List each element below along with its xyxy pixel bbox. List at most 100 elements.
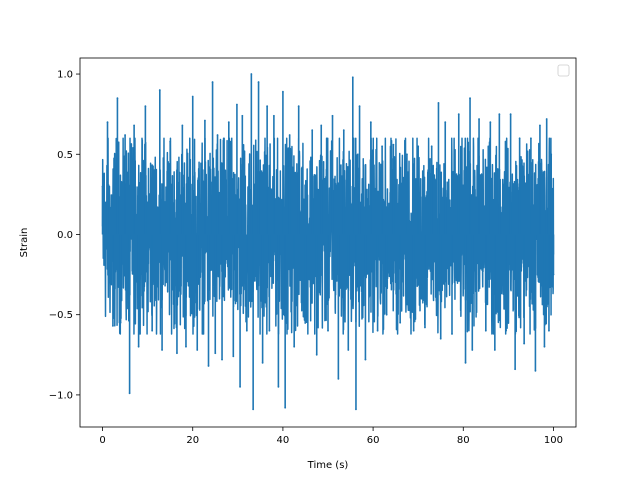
data-point <box>369 121 372 124</box>
data-point <box>261 361 264 364</box>
data-point <box>196 349 199 351</box>
data-point <box>539 124 541 127</box>
x-tick-label: 0 <box>99 435 105 446</box>
data-point <box>250 73 253 75</box>
data-point <box>424 326 426 329</box>
data-point <box>355 408 357 411</box>
x-tick-label: 80 <box>457 435 470 446</box>
data-point <box>293 345 296 348</box>
data-point <box>158 89 161 91</box>
data-point <box>471 349 474 351</box>
data-point <box>221 358 223 361</box>
data-point <box>505 329 508 332</box>
data-point <box>484 329 487 332</box>
data-point <box>545 118 548 120</box>
data-point <box>364 358 367 361</box>
data-point <box>211 81 214 83</box>
data-point <box>112 325 114 327</box>
data-point <box>327 329 329 332</box>
x-tick-label: 60 <box>367 435 380 446</box>
data-point <box>509 113 512 116</box>
data-point <box>358 105 361 108</box>
series-layer <box>101 73 555 411</box>
data-point <box>381 145 384 148</box>
data-point <box>514 368 517 371</box>
data-point <box>385 313 388 316</box>
data-point <box>106 121 109 124</box>
data-point <box>119 321 122 324</box>
plot-area <box>79 57 577 428</box>
series-peaks <box>101 74 555 410</box>
y-tick-label: −1.0 <box>49 390 73 401</box>
y-tick-label: 1.0 <box>57 70 73 81</box>
data-point <box>376 329 379 332</box>
x-tick-label: 20 <box>186 435 199 446</box>
data-point <box>241 114 244 117</box>
data-point <box>181 124 184 127</box>
data-point <box>252 408 255 411</box>
data-point <box>272 114 275 117</box>
data-point <box>439 337 442 340</box>
data-point <box>101 185 104 188</box>
data-point <box>227 121 230 124</box>
y-tick-label: −0.5 <box>49 310 73 321</box>
data-point <box>444 121 447 124</box>
data-point <box>128 392 131 395</box>
axes-frame <box>79 57 577 428</box>
data-point <box>543 345 546 348</box>
data-point <box>137 345 140 348</box>
data-point <box>277 385 280 388</box>
data-point <box>169 140 172 143</box>
y-axis-ticks: −1.0 −0.5 0.0 0.5 1.0 <box>49 70 80 401</box>
data-point <box>124 134 126 136</box>
data-point <box>493 349 496 351</box>
data-point <box>412 329 415 332</box>
data-point <box>406 153 408 156</box>
data-point <box>185 345 187 348</box>
data-point <box>320 124 323 127</box>
data-point <box>451 333 453 335</box>
x-axis-label: Time (s) <box>307 460 349 471</box>
x-tick-label: 40 <box>277 435 290 446</box>
data-point <box>523 342 526 345</box>
data-point <box>489 121 492 124</box>
data-point <box>399 321 402 324</box>
data-point <box>257 81 260 83</box>
y-tick-label: 0.0 <box>57 230 73 241</box>
x-tick-label: 100 <box>544 435 563 446</box>
data-point <box>144 105 147 108</box>
data-point <box>284 406 287 409</box>
data-point <box>351 76 354 79</box>
x-axis-ticks: 0 20 40 60 80 100 <box>99 427 563 446</box>
data-point <box>469 97 471 100</box>
data-point <box>236 103 238 106</box>
data-point <box>315 353 318 356</box>
data-point <box>216 134 219 136</box>
data-point <box>392 143 395 146</box>
y-tick-label: 0.5 <box>57 150 73 161</box>
data-point <box>304 317 307 319</box>
data-point <box>550 153 553 156</box>
data-point <box>204 119 206 122</box>
y-axis-label: Strain <box>19 228 30 258</box>
data-point <box>430 145 433 148</box>
data-point <box>548 329 550 332</box>
data-point <box>133 124 136 127</box>
data-point <box>176 352 178 355</box>
data-point <box>464 361 467 364</box>
data-point <box>552 273 555 276</box>
data-point <box>232 355 235 358</box>
data-point <box>518 137 521 140</box>
data-point <box>417 145 420 148</box>
data-point <box>282 90 284 93</box>
legend-box <box>557 64 570 77</box>
data-point <box>116 97 119 100</box>
data-point <box>437 102 440 104</box>
data-point <box>151 329 154 332</box>
data-point <box>311 129 314 132</box>
data-point <box>239 385 241 388</box>
data-point <box>266 105 269 108</box>
data-point <box>288 134 291 136</box>
data-point <box>478 118 480 120</box>
